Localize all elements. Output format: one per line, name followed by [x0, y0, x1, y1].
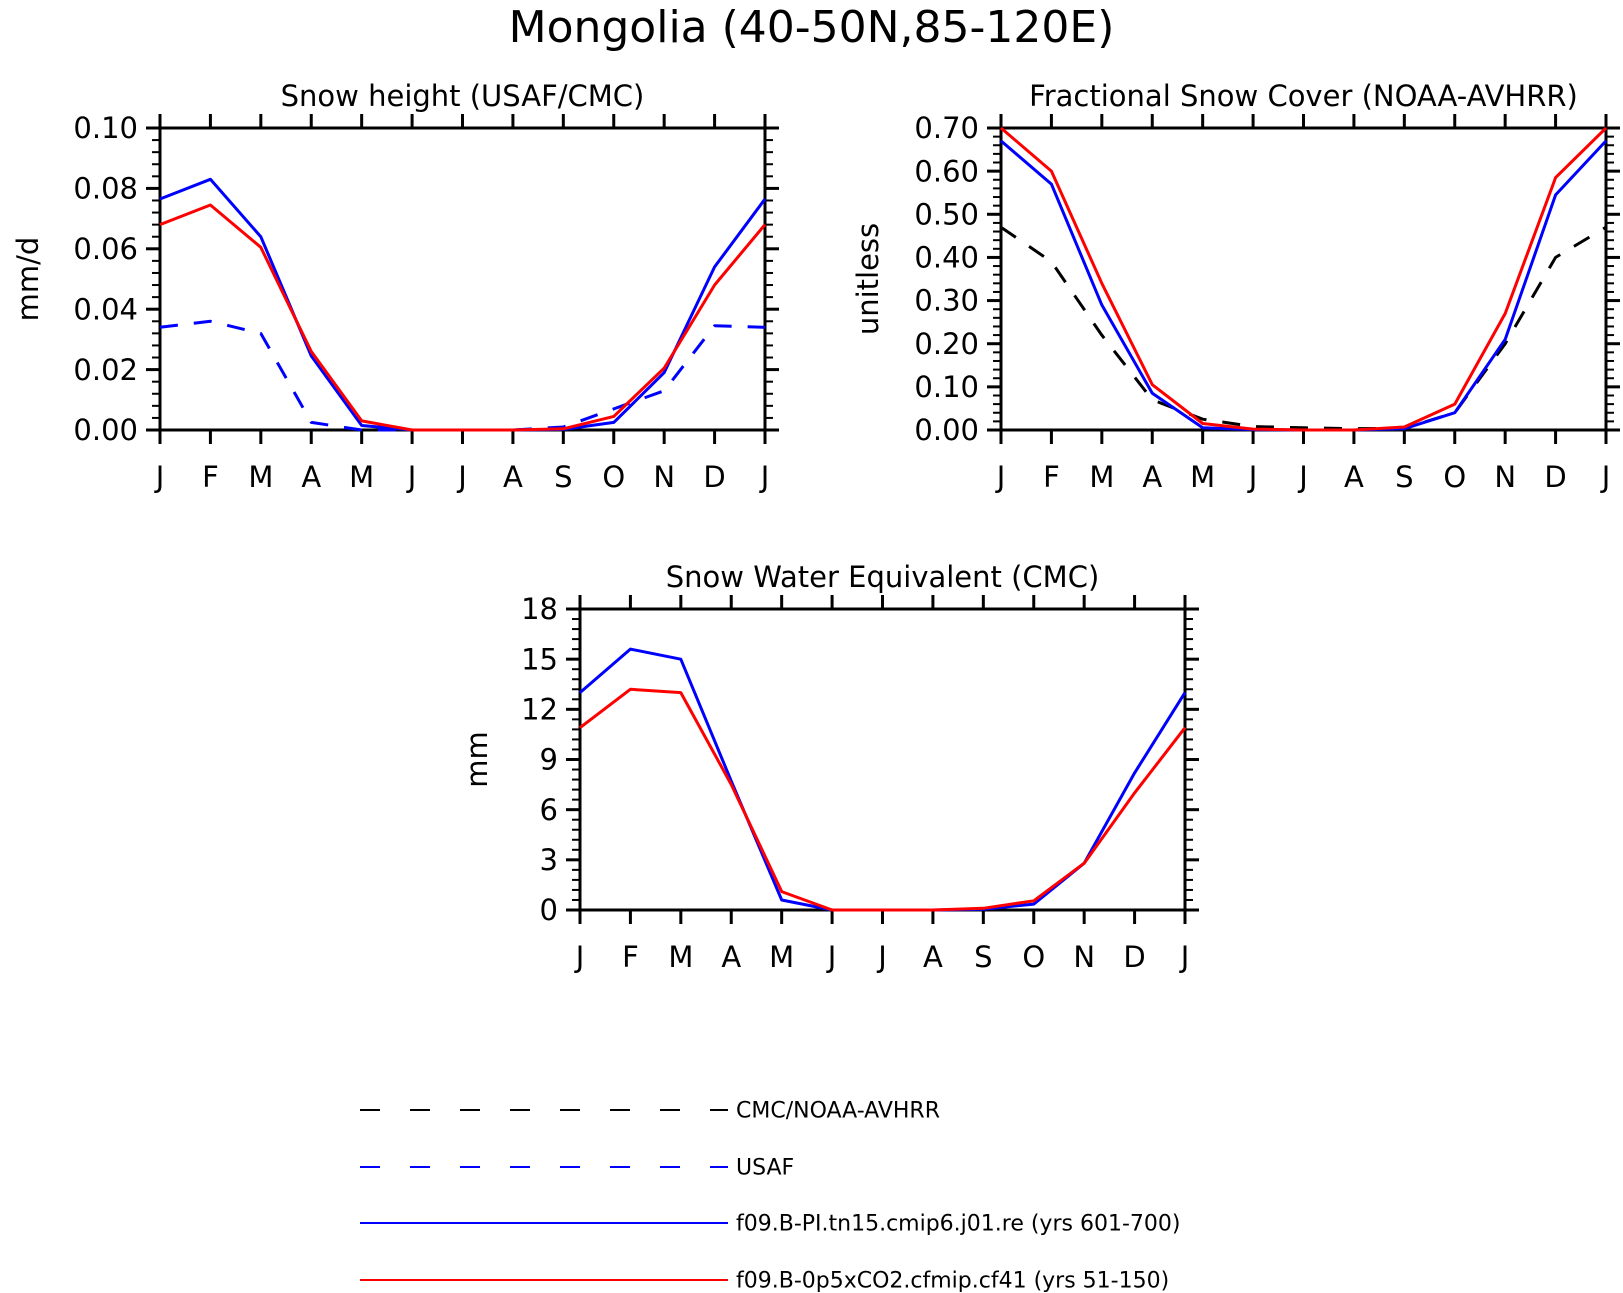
x-tick-label: N	[1073, 940, 1095, 974]
x-tick-label: D	[1544, 460, 1566, 494]
plot-frame	[578, 607, 1187, 912]
x-tick-label: J	[1600, 460, 1611, 494]
x-tick-label: J	[574, 940, 585, 974]
x-tick-label: D	[703, 460, 725, 494]
y-tick-label: 0.04	[73, 292, 138, 326]
chart-title: Snow height (USAF/CMC)	[281, 79, 645, 113]
x-tick-label: J	[1247, 460, 1258, 494]
y-tick-label: 0.10	[914, 370, 979, 404]
x-tick-label: O	[1443, 460, 1466, 494]
x-tick-label: J	[406, 460, 417, 494]
y-tick-label: 0.20	[914, 327, 979, 361]
x-tick-label: A	[923, 940, 943, 974]
x-tick-label: S	[1395, 460, 1413, 494]
x-tick-label: J	[826, 940, 837, 974]
series-line-2	[579, 647, 1187, 912]
x-tick-label: S	[974, 940, 992, 974]
y-tick-label: 0.30	[914, 284, 979, 318]
figure-title: Mongolia (40-50N,85-120E)	[508, 2, 1115, 53]
y-tick-label: 0.02	[73, 353, 138, 387]
legend-label-2: USAF	[736, 1156, 794, 1181]
y-tick-label: 0.06	[73, 232, 138, 266]
x-tick-label: M	[769, 940, 794, 974]
y-tick-label: 15	[521, 642, 558, 676]
legend: CMC/NOAA-AVHRR USAF f09.B-PI.tn15.cmip6.j0…	[360, 1099, 1180, 1293]
y-tick-label: 6	[540, 793, 558, 827]
x-tick-label: D	[1123, 940, 1145, 974]
y-axis-label: mm	[460, 731, 494, 788]
y-tick-label: 18	[521, 592, 558, 626]
x-tick-label: F	[202, 460, 219, 494]
y-tick-label: 0.00	[73, 413, 138, 447]
x-tick-label: J	[759, 460, 770, 494]
x-tick-label: J	[1297, 460, 1308, 494]
x-tick-label: J	[1179, 940, 1190, 974]
x-tick-label: O	[1022, 940, 1045, 974]
x-tick-label: A	[301, 460, 321, 494]
x-tick-label: J	[995, 460, 1006, 494]
x-tick-label: A	[1142, 460, 1162, 494]
plot-frame	[158, 126, 767, 432]
x-tick-label: A	[503, 460, 523, 494]
y-tick-label: 9	[540, 743, 558, 777]
y-tick-label: 0.10	[73, 111, 138, 145]
series-line-3	[579, 687, 1187, 912]
x-tick-label: N	[1494, 460, 1516, 494]
x-tick-label: O	[602, 460, 625, 494]
x-tick-label: J	[456, 460, 467, 494]
y-tick-label: 0.40	[914, 241, 979, 275]
chart-title: Fractional Snow Cover (NOAA-AVHRR)	[1029, 79, 1578, 113]
chart-3: Snow Water Equivalent (CMC) mm 0 3 6 9 12 15 18 J…	[460, 560, 1199, 974]
series-line-2	[159, 319, 766, 432]
x-tick-label: N	[653, 460, 675, 494]
chart-2: Fractional Snow Cover (NOAA-AVHRR) unitle…	[851, 79, 1620, 494]
x-tick-label: F	[622, 940, 639, 974]
x-tick-label: M	[1089, 460, 1114, 494]
legend-label-3: f09.B-PI.tn15.cmip6.j01.re (yrs 601-700)	[736, 1212, 1180, 1237]
y-tick-label: 0.08	[73, 172, 138, 206]
y-tick-label: 12	[521, 692, 558, 726]
y-tick-label: 0.00	[914, 413, 979, 447]
y-axis-label: mm/d	[11, 237, 45, 322]
chart-title: Snow Water Equivalent (CMC)	[666, 560, 1100, 594]
y-tick-label: 0	[540, 893, 558, 927]
chart-1: Snow height (USAF/CMC) mm/d 0.00 0.02 0.04 0.…	[11, 79, 779, 494]
legend-label-1: CMC/NOAA-AVHRR	[736, 1099, 940, 1124]
y-tick-label: 0.60	[914, 154, 979, 188]
x-tick-label: M	[668, 940, 693, 974]
y-tick-label: 0.50	[914, 197, 979, 231]
x-tick-label: J	[154, 460, 165, 494]
x-tick-label: J	[876, 940, 887, 974]
x-tick-label: A	[721, 940, 741, 974]
legend-label-4: f09.B-0p5xCO2.cfmip.cf41 (yrs 51-150)	[736, 1269, 1169, 1293]
series-line-4	[159, 203, 767, 432]
y-axis-label: unitless	[851, 223, 885, 335]
x-tick-label: F	[1043, 460, 1060, 494]
y-tick-label: 3	[540, 843, 558, 877]
x-tick-label: S	[554, 460, 572, 494]
x-tick-label: M	[248, 460, 273, 494]
series-line-3	[159, 177, 767, 432]
y-tick-label: 0.70	[914, 111, 979, 145]
x-tick-label: M	[1190, 460, 1215, 494]
x-tick-label: M	[349, 460, 374, 494]
x-tick-label: A	[1344, 460, 1364, 494]
